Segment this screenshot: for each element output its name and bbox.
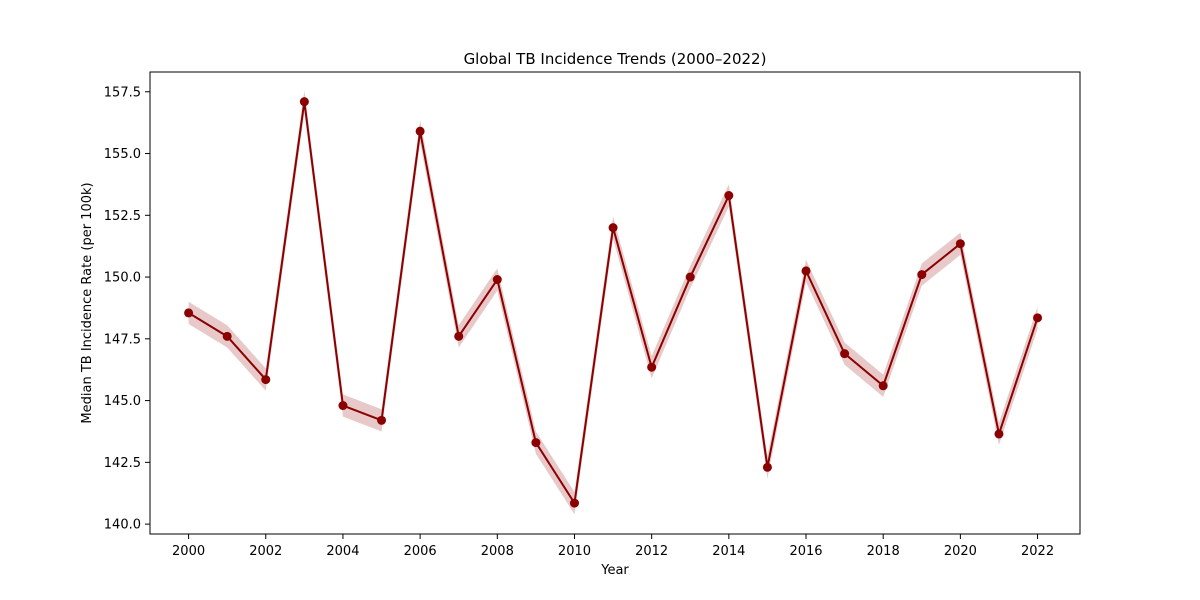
data-point (685, 272, 695, 282)
x-tick-label: 2016 (789, 544, 822, 559)
data-point (955, 239, 965, 249)
data-point (531, 438, 541, 448)
y-tick-label: 147.5 (104, 332, 141, 347)
y-tick-label: 150.0 (104, 271, 141, 286)
data-point (878, 381, 888, 391)
chart-title: Global TB Incidence Trends (2000–2022) (464, 50, 767, 68)
y-axis-label: Median TB Incidence Rate (per 100k) (80, 182, 95, 423)
y-tick-label: 155.0 (104, 147, 141, 162)
x-tick-label: 2018 (867, 544, 900, 559)
y-tick-label: 142.5 (104, 456, 141, 471)
data-point (917, 270, 927, 280)
plot-frame (149, 71, 1081, 535)
y-tick-label: 140.0 (104, 518, 141, 533)
data-point (299, 97, 309, 107)
data-point (608, 223, 618, 233)
x-tick-label: 2012 (635, 544, 668, 559)
data-point (338, 401, 348, 411)
data-point (377, 415, 387, 425)
data-point (492, 275, 502, 285)
x-axis: 2000 2002 2004 2006 2008 2010 2012 2014 2016 2018… (172, 534, 1054, 559)
data-point (415, 126, 425, 136)
x-tick-label: 2020 (944, 544, 977, 559)
y-tick-label: 152.5 (104, 209, 141, 224)
data-point (647, 362, 657, 372)
x-tick-label: 2022 (1021, 544, 1054, 559)
data-point (184, 308, 194, 318)
x-tick-label: 2006 (404, 544, 437, 559)
x-tick-label: 2008 (481, 544, 514, 559)
x-tick-label: 2002 (249, 544, 282, 559)
data-point (261, 375, 271, 385)
data-point (1033, 313, 1043, 323)
data-point (994, 429, 1004, 439)
y-axis: 140.0 142.5 145.0 147.5 150.0 152.5 155.0 157.5 (104, 85, 150, 533)
x-tick-label: 2004 (326, 544, 359, 559)
x-tick-label: 2014 (712, 544, 745, 559)
data-point (840, 349, 850, 359)
y-tick-label: 145.0 (104, 394, 141, 409)
data-point (801, 266, 811, 276)
x-tick-label: 2000 (172, 544, 205, 559)
y-tick-label: 157.5 (104, 85, 141, 100)
data-point (724, 191, 734, 201)
data-point (222, 331, 232, 341)
data-point (454, 331, 464, 341)
x-axis-label: Year (600, 563, 629, 578)
plot-area (184, 90, 1043, 515)
x-tick-label: 2010 (558, 544, 591, 559)
data-point (762, 462, 772, 472)
data-point (569, 498, 579, 508)
